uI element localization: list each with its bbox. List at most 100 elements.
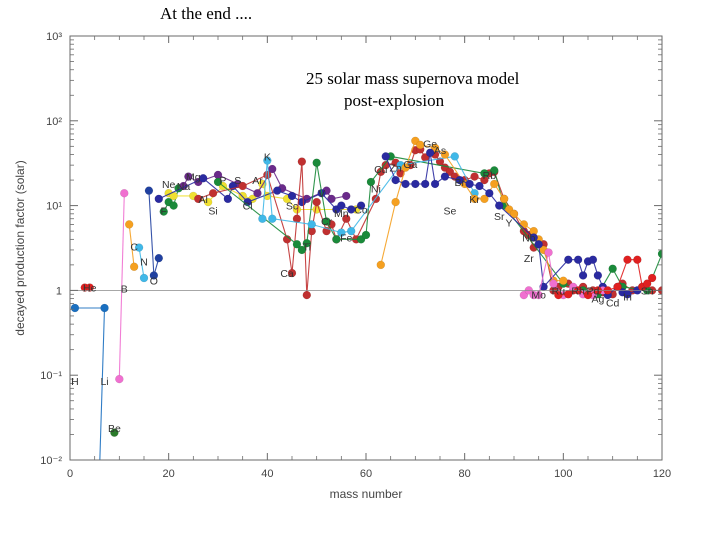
data-point [223,194,233,204]
element-label: V [318,188,325,200]
series-15 [376,136,568,285]
data-point [302,238,312,248]
element-label: Ga [403,159,417,171]
element-label: Cu [374,164,388,176]
element-label: Fe [340,233,352,245]
data-point [203,197,213,207]
element-label: S [234,175,241,187]
data-point [564,255,573,264]
data-point [534,290,543,300]
data-point [554,290,563,300]
data-point [70,303,80,313]
data-point [159,207,168,216]
data-point [519,220,529,229]
data-point [381,152,390,161]
element-label: Nb [522,233,536,245]
data-point [430,143,440,153]
data-point [494,201,504,210]
element-label: B [121,284,128,296]
element-label: Ca [280,268,294,280]
data-point [292,240,302,249]
data-point [549,279,558,288]
element-label: C [130,241,138,253]
data-point [129,262,139,272]
data-point [440,150,450,159]
data-point [411,179,420,189]
data-point [346,226,356,236]
element-label: As [434,145,446,157]
element-label: Al [199,194,208,206]
element-label: Se [443,205,456,217]
series-2 [70,303,109,460]
data-point [297,157,307,166]
data-point [287,268,297,278]
data-point [213,177,223,187]
data-point [455,175,464,185]
element-label: H [71,376,79,388]
x-tick-label: 120 [653,468,671,480]
element-label: In [623,291,632,303]
data-point [208,188,218,198]
data-point [238,181,247,191]
element-label: Pd [587,285,600,297]
data-point [509,209,519,219]
series-line [138,247,145,279]
slide-title: At the end .... [160,4,253,23]
element-label: Ar [252,175,263,187]
data-point [337,201,346,210]
x-tick-label: 40 [261,468,273,480]
element-label: Be [108,423,121,435]
series-4 [110,428,119,437]
data-point [198,174,208,183]
chart-title: 25 solar mass supernova model [306,69,520,88]
data-point [544,248,553,257]
data-point [253,188,262,198]
data-point [361,230,371,240]
data-point [376,260,386,270]
y-tick-label: 10³ [46,31,62,43]
element-label: Mo [531,289,546,301]
element-label: Si [208,205,217,217]
data-point [391,175,400,185]
data-point [534,240,543,249]
element-label: F [161,205,167,217]
data-point [342,191,351,201]
x-axis-label: mass number [330,487,403,501]
data-point [302,290,312,300]
x-tick-label: 20 [163,468,175,480]
data-point [401,163,410,172]
data-point [263,170,272,180]
y-tick-label: 1 [56,285,62,297]
data-point [642,279,652,288]
data-point [376,167,386,177]
x-tick-label: 100 [554,468,572,480]
element-label: Kr [469,194,480,206]
element-label: Ru [552,285,566,297]
plot-frame [69,35,663,461]
data-point [342,214,351,223]
element-label: Mg [186,172,201,184]
element-label: Cr [321,216,333,228]
y-tick-label: 10⁻² [40,455,62,467]
element-label: Br [454,177,465,189]
data-point [480,194,489,204]
data-point [184,172,193,181]
data-point [258,214,267,223]
element-label: Y [506,218,513,230]
tick-layer: 0 20 40 60 80 100 120 10⁻² 10⁻¹ 1 10¹ 10² 10³ [40,31,671,480]
data-point [440,172,450,181]
element-label: Co [354,204,368,216]
data-point [154,194,164,204]
series-6 [134,243,149,283]
series-7 [144,186,164,280]
chart-title-block: 25 solar mass supernova model post-explo… [306,68,519,112]
data-point [307,220,316,229]
element-label: Rh [571,285,585,297]
series-3 [115,188,129,384]
data-point [391,197,400,207]
y-tick-label: 10¹ [46,201,62,213]
series-layer [70,136,662,460]
data-point [657,249,662,259]
